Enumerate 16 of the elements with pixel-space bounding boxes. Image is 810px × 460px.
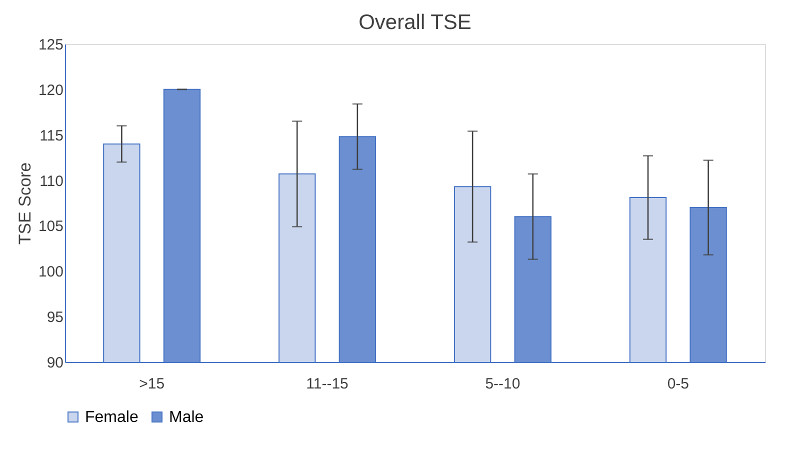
x-tick-label: 11--15 [306,376,348,392]
chart-title: Overall TSE [358,11,472,34]
y-tick-label: 115 [40,127,64,144]
y-tick-label: 105 [38,218,64,236]
y-tick-label: 90 [46,354,64,372]
y-tick-label: 95 [46,309,64,326]
x-tick-label: 5--10 [485,376,520,392]
legend-label: Male [169,409,204,426]
legend-label: Female [85,409,138,426]
y-axis-title: TSE Score [15,162,34,245]
y-tick-label: 120 [38,82,64,99]
x-tick-label: 0-5 [667,376,689,392]
x-tick-label: >15 [139,376,165,392]
y-tick-label: 125 [38,36,64,54]
y-tick-label: 100 [38,264,64,281]
y-tick-label: 110 [40,172,64,190]
